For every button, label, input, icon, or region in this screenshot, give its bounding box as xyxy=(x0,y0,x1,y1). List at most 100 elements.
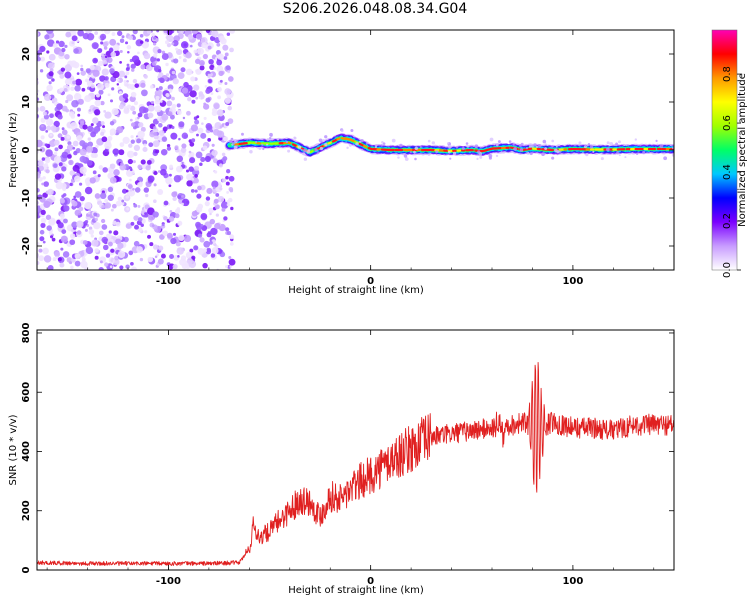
noise-point xyxy=(137,227,143,233)
noise-point xyxy=(159,77,165,84)
noise-point xyxy=(133,144,141,152)
colorbar-tick-label: 0.0 xyxy=(722,262,733,278)
noise-point xyxy=(153,126,157,130)
noise-point xyxy=(193,84,200,91)
ridge-scatter-point xyxy=(381,141,384,144)
snr-x-axis-label: Height of straight line (km) xyxy=(288,585,424,596)
noise-point xyxy=(219,125,223,129)
noise-point xyxy=(87,74,91,78)
noise-point xyxy=(116,78,120,82)
noise-point xyxy=(142,146,148,153)
colorbar: 0.0 0.2 0.4 0.6 0.8 Normalized spectral ampl… xyxy=(711,29,748,278)
noise-point xyxy=(121,35,125,39)
noise-point xyxy=(44,34,50,40)
noise-point xyxy=(168,216,175,222)
noise-point xyxy=(88,109,92,112)
noise-point xyxy=(104,76,109,81)
noise-point xyxy=(166,143,171,148)
noise-point xyxy=(65,99,69,104)
noise-point xyxy=(178,121,185,128)
noise-point xyxy=(224,52,229,57)
noise-point xyxy=(90,84,95,89)
ridge-scatter-point xyxy=(537,143,542,148)
noise-point xyxy=(107,135,113,141)
ridge-scatter-point xyxy=(241,132,244,136)
noise-point xyxy=(74,191,82,198)
noise-point xyxy=(180,147,187,153)
ridge-scatter-point xyxy=(435,150,439,154)
noise-point xyxy=(193,178,199,184)
noise-point xyxy=(98,266,104,270)
noise-point xyxy=(129,105,136,112)
noise-point xyxy=(207,45,212,50)
noise-point xyxy=(189,44,193,48)
signal-ridge-core xyxy=(327,141,332,145)
noise-point xyxy=(174,145,179,150)
noise-point xyxy=(197,47,205,55)
noise-point xyxy=(158,130,165,136)
noise-point xyxy=(113,169,120,176)
noise-point xyxy=(148,257,154,262)
noise-point xyxy=(49,68,54,72)
noise-point xyxy=(208,79,212,83)
noise-point xyxy=(170,132,178,140)
noise-point xyxy=(119,265,124,270)
noise-point xyxy=(166,146,172,151)
noise-point xyxy=(91,239,99,247)
noise-point xyxy=(82,124,88,130)
ridge-scatter-point xyxy=(447,142,450,145)
noise-point xyxy=(125,195,129,199)
noise-point xyxy=(126,63,130,67)
noise-point xyxy=(111,203,117,209)
noise-point xyxy=(55,256,59,260)
noise-point xyxy=(58,162,63,167)
ridge-scatter-point xyxy=(374,145,378,149)
noise-point xyxy=(59,87,64,93)
noise-point xyxy=(145,165,151,171)
noise-point xyxy=(117,196,123,202)
noise-point xyxy=(162,126,168,132)
noise-point xyxy=(154,255,158,259)
colorbar-frame xyxy=(711,29,738,271)
noise-point xyxy=(63,85,66,88)
noise-point xyxy=(118,70,126,78)
noise-point xyxy=(190,124,199,132)
noise-point xyxy=(136,246,143,253)
noise-point xyxy=(185,169,190,173)
signal-ridge-core xyxy=(291,143,299,148)
noise-point xyxy=(94,109,101,116)
noise-point xyxy=(211,180,219,188)
noise-point xyxy=(128,35,133,40)
noise-point xyxy=(202,248,208,253)
noise-point xyxy=(73,150,78,156)
noise-point xyxy=(111,32,116,36)
noise-point xyxy=(39,105,46,112)
noise-point xyxy=(89,177,96,184)
noise-point xyxy=(127,50,130,54)
snr-y-tick-label: 0 xyxy=(21,566,32,573)
noise-point xyxy=(155,95,160,100)
noise-point xyxy=(60,136,65,141)
snr-y-tick-label: 400 xyxy=(21,441,32,462)
noise-point xyxy=(49,113,54,119)
noise-point xyxy=(168,184,172,188)
noise-point xyxy=(85,30,93,34)
noise-point xyxy=(216,59,223,66)
noise-point xyxy=(213,243,217,247)
noise-point xyxy=(53,151,58,156)
noise-point xyxy=(217,95,222,100)
noise-point xyxy=(79,155,87,163)
ridge-scatter-point xyxy=(447,150,451,154)
ridge-scatter-point xyxy=(230,137,234,141)
noise-point xyxy=(167,264,174,270)
noise-point xyxy=(102,167,108,173)
ridge-scatter-point xyxy=(449,157,452,160)
noise-point xyxy=(177,220,183,226)
noise-point xyxy=(171,96,175,101)
noise-point xyxy=(229,188,234,193)
noise-point xyxy=(172,78,179,85)
noise-point xyxy=(158,122,163,128)
noise-point xyxy=(104,148,109,153)
noise-point xyxy=(91,42,99,50)
